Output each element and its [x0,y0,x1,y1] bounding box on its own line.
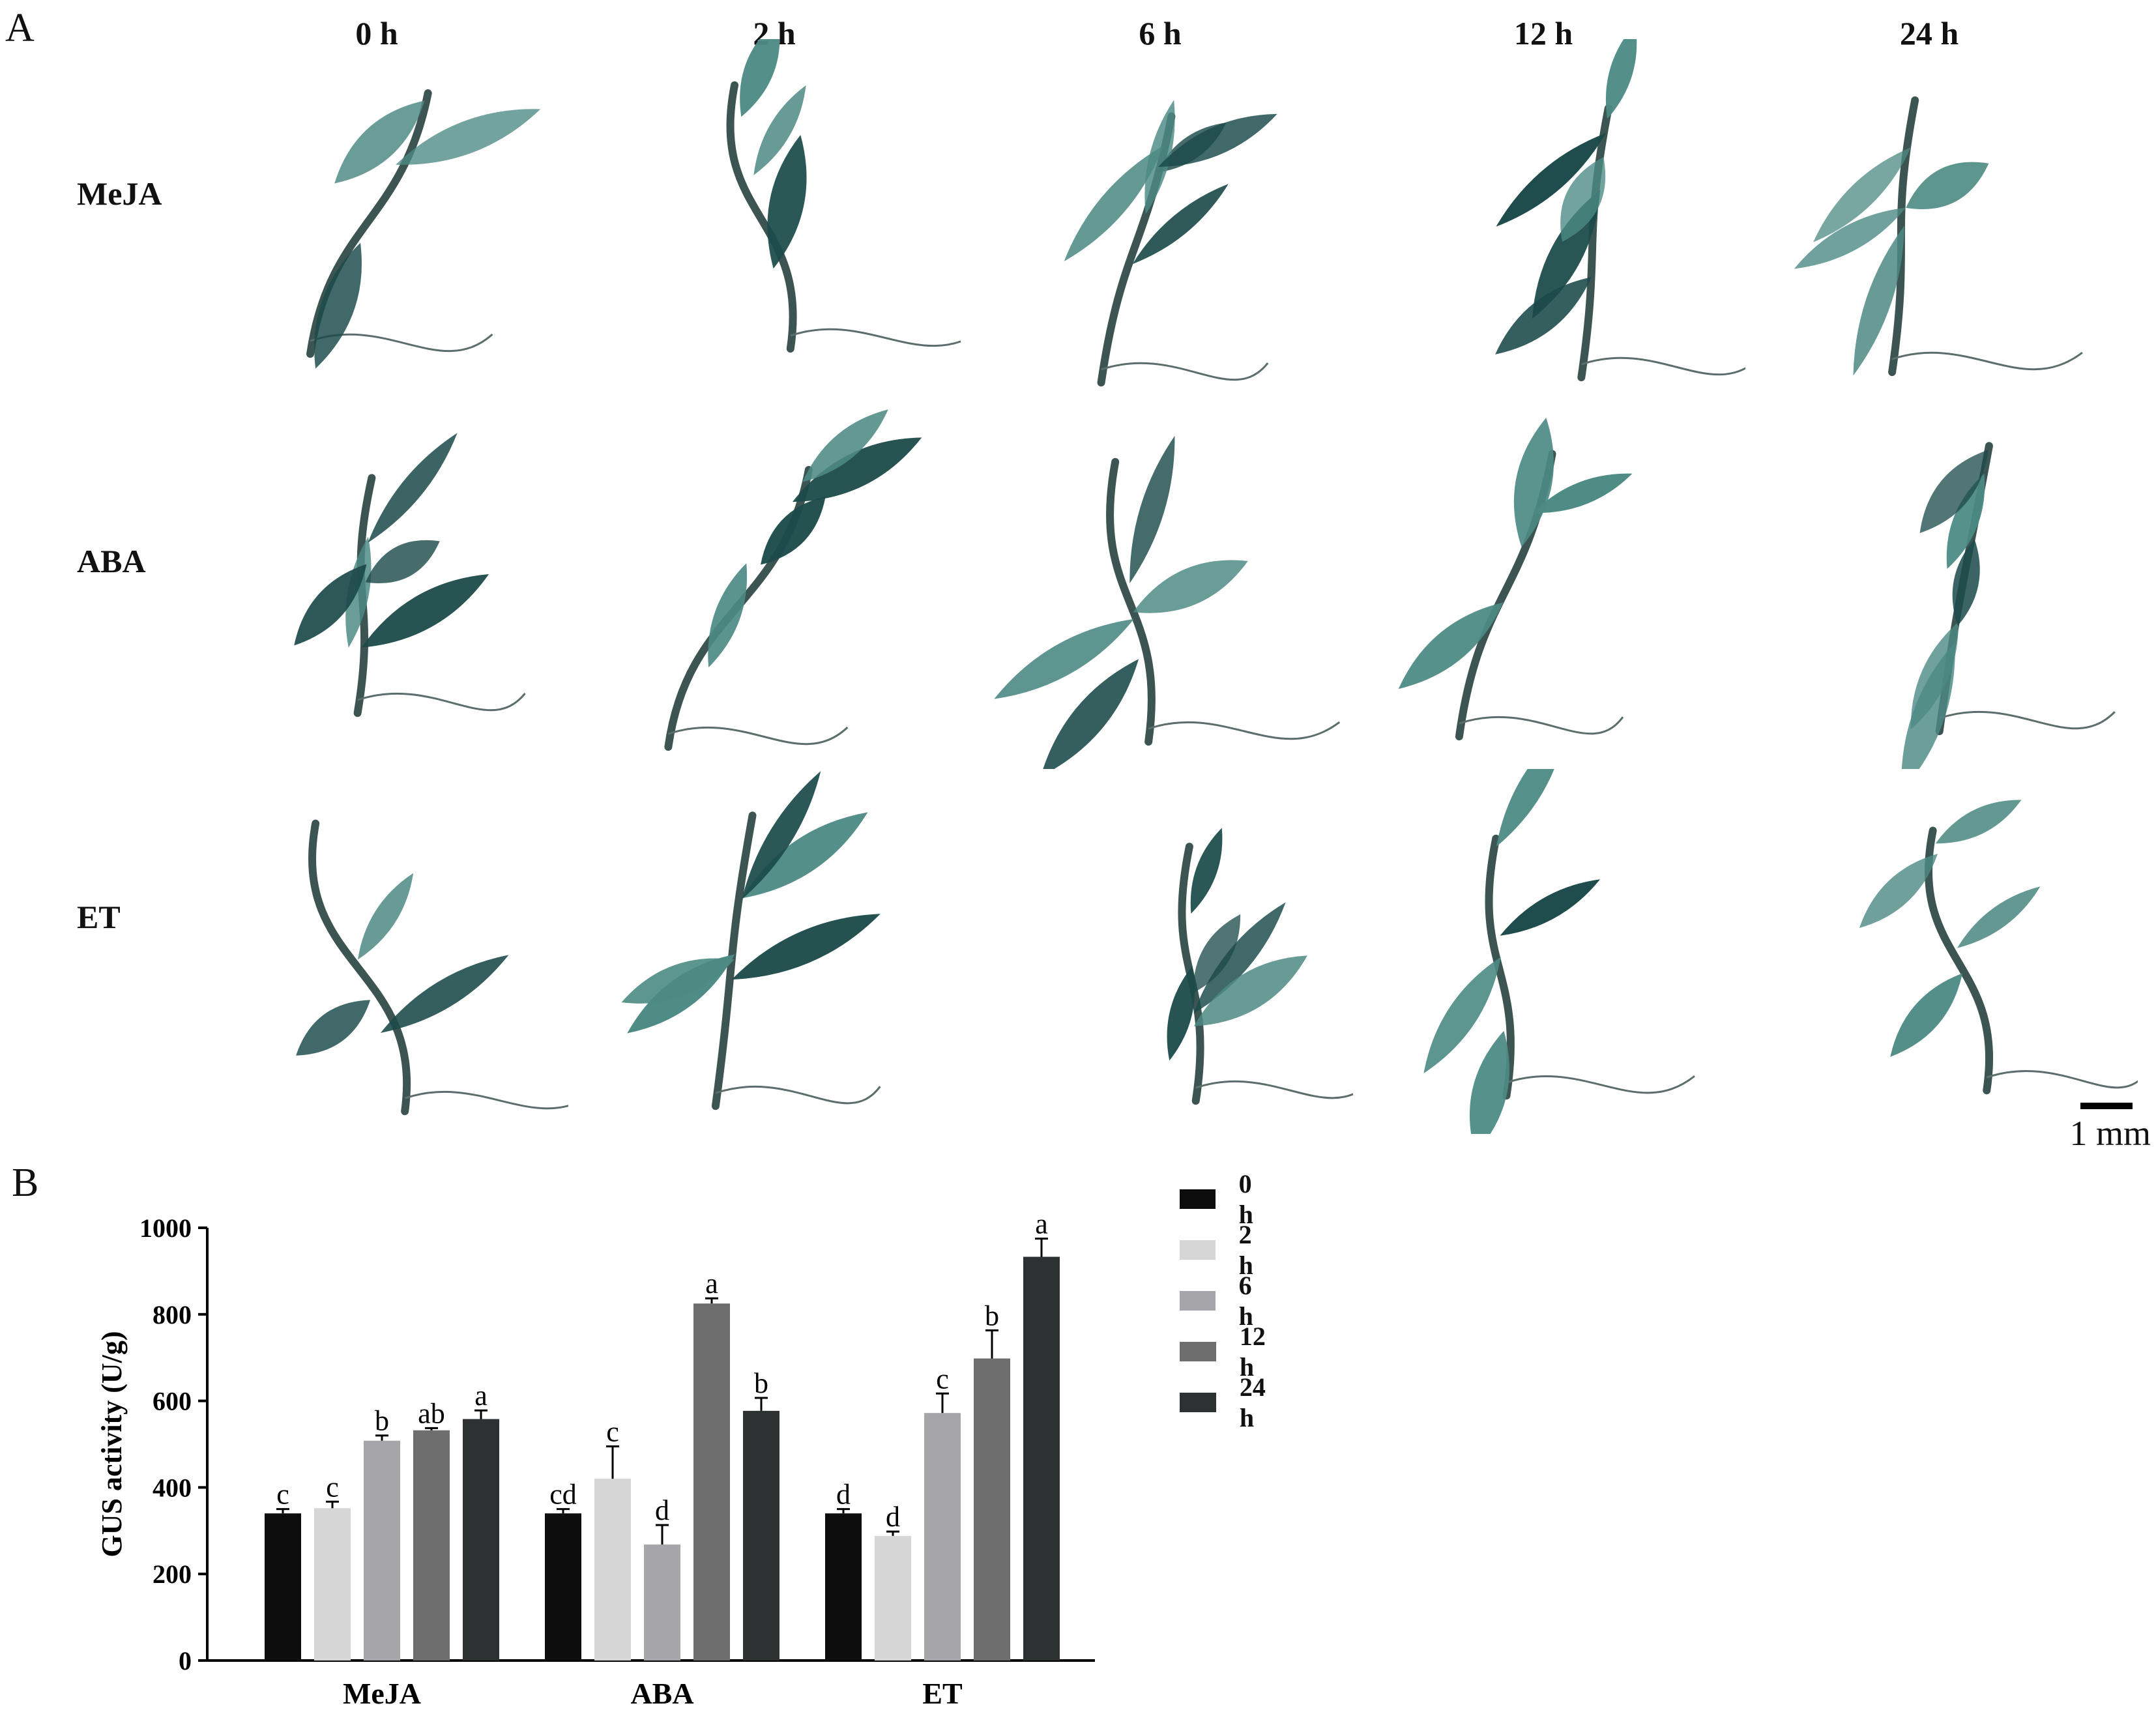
seedling-photo-meja-6h [961,39,1353,404]
significance-letter: b [985,1299,999,1331]
significance-letter: c [936,1363,949,1395]
bar-et-2h [875,1535,911,1661]
legend-item-0h: 0 h [1180,1169,1264,1229]
column-label-24h: 24 h [1899,15,1959,51]
panel-a-letter: A [5,6,35,50]
significance-letter: ab [418,1397,445,1429]
x-category-label: MeJA [343,1677,421,1710]
significance-letter: c [276,1479,289,1511]
legend-item-24h: 24 h [1180,1372,1276,1432]
seedling-photo-et-0h [176,769,568,1134]
seedling-photo-meja-12h [1353,39,1745,404]
column-label-0h: 0 h [355,15,398,51]
bar-aba-0h [545,1513,581,1661]
bar-aba-12h [693,1303,730,1661]
bar-et-6h [924,1413,961,1661]
bar-meja-0h [265,1513,301,1661]
legend-label: 2 h [1238,1220,1253,1280]
column-label-6h: 6 h [1139,15,1182,51]
seedling-photo-aba-24h [1745,404,2138,769]
y-tick-label: 400 [153,1473,192,1502]
legend-label: 0 h [1238,1169,1253,1229]
row-label-aba: ABA [77,543,146,579]
x-category-label: ABA [630,1677,693,1710]
x-category-label: ET [922,1677,962,1710]
legend-label: 24 h [1239,1372,1266,1432]
bar-et-12h [974,1358,1010,1661]
seedling-photo-aba-6h [961,404,1353,769]
significance-letter: a [705,1268,718,1299]
scale-bar [2080,1103,2133,1109]
significance-letter: cd [549,1479,577,1511]
y-tick-label: 0 [179,1646,192,1676]
y-tick-label: 800 [153,1300,192,1329]
bar-meja-2h [314,1508,351,1661]
legend-swatch [1180,1240,1216,1260]
legend-swatch [1180,1393,1216,1412]
bar-aba-2h [594,1479,631,1661]
seedling-photo-et-6h [961,769,1353,1134]
legend-item-6h: 6 h [1180,1271,1264,1331]
legend-item-2h: 2 h [1180,1220,1264,1280]
legend-swatch [1180,1291,1216,1311]
bar-et-0h [825,1513,862,1661]
significance-letter: b [375,1405,389,1437]
legend-label: 6 h [1238,1271,1253,1331]
bar-aba-24h [743,1410,779,1661]
legend-label: 12 h [1239,1322,1266,1382]
bar-aba-6h [644,1545,680,1661]
y-tick-label: 1000 [139,1213,192,1243]
panel-b-letter: B [12,1161,39,1205]
row-label-meja: MeJA [77,175,162,212]
significance-letter: c [606,1415,619,1447]
bar-meja-6h [364,1440,400,1661]
significance-letter: d [655,1494,669,1526]
bar-meja-24h [463,1419,499,1661]
y-tick-label: 200 [153,1560,192,1589]
bar-meja-12h [413,1430,450,1661]
seedling-photo-grid [176,39,2138,1134]
seedling-photo-et-12h [1353,769,1745,1134]
seedling-photo-meja-24h [1745,39,2138,404]
significance-letter: d [886,1501,900,1533]
seedling-photo-aba-2h [568,404,961,769]
legend-item-12h: 12 h [1180,1322,1276,1382]
seedling-photo-meja-0h [176,39,568,404]
column-label-12h: 12 h [1513,15,1573,51]
seedling-photo-aba-0h [176,404,568,769]
significance-letter: a [1035,1208,1048,1240]
row-label-et: ET [77,899,121,935]
significance-letter: a [474,1380,488,1412]
seedling-photo-aba-12h [1353,404,1745,769]
bar-et-24h [1023,1256,1060,1661]
legend-swatch [1180,1189,1216,1209]
seedling-photo-et-2h [568,769,961,1134]
seedling-photo-meja-2h [568,39,961,404]
y-axis-title: GUS activity (U/g) [96,1331,128,1557]
significance-letter: b [754,1367,768,1399]
legend-swatch [1180,1342,1216,1361]
significance-letter: c [326,1471,339,1503]
significance-letter: d [836,1479,851,1511]
scale-bar-label: 1 mm [2069,1114,2151,1153]
y-tick-label: 600 [153,1387,192,1416]
seedling-photo-et-24h [1745,769,2138,1134]
